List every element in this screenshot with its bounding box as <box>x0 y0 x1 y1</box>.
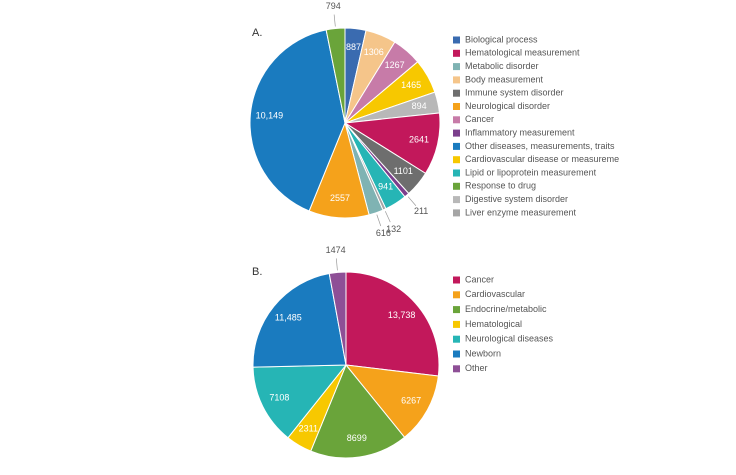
legend-swatch <box>453 335 460 343</box>
legend-swatch <box>453 320 460 328</box>
data-label: 13,738 <box>388 310 416 320</box>
data-label: 11,485 <box>275 312 302 322</box>
legend-label: Hematological <box>465 319 522 329</box>
pie-slice <box>310 364 406 459</box>
legend-swatch <box>453 89 460 97</box>
data-label: 887 <box>346 42 361 52</box>
legend-swatch <box>453 291 460 299</box>
data-label: 2311 <box>299 424 318 434</box>
pie-slice <box>325 27 346 124</box>
leader-line <box>335 258 338 271</box>
legend-label: Hematological measurement <box>465 48 580 58</box>
legend-label: Cancer <box>465 274 494 284</box>
legend-label: Neurological disorder <box>465 101 550 111</box>
legend-swatch <box>453 63 460 71</box>
data-label: 7108 <box>269 392 289 402</box>
legend-label: Immune system disorder <box>465 88 564 98</box>
legend-swatch <box>453 49 460 57</box>
data-label: 1101 <box>394 166 413 176</box>
pie-slice <box>345 271 440 377</box>
data-label: 1474 <box>326 245 346 255</box>
legend-swatch <box>453 129 460 137</box>
legend-label: Other diseases, measurements, traits <box>465 141 615 151</box>
data-label: 10,149 <box>256 110 284 120</box>
legend-label: Cancer <box>465 114 494 124</box>
legend-swatch <box>453 116 460 124</box>
legend-swatch <box>453 209 460 217</box>
chart-title: A. <box>252 27 262 39</box>
legend-label: Neurological diseases <box>465 334 554 344</box>
pie-slice <box>249 29 346 212</box>
data-label: 8699 <box>347 433 367 443</box>
legend-label: Metabolic disorder <box>465 61 539 71</box>
data-label: 894 <box>412 101 427 111</box>
data-label: 1465 <box>401 80 421 90</box>
legend-label: Endocrine/metabolic <box>465 304 547 314</box>
data-label: 1306 <box>364 47 384 57</box>
legend-label: Response to drug <box>465 181 536 191</box>
legend-label: Newborn <box>465 348 501 358</box>
legend-swatch <box>453 36 460 44</box>
pie-slice <box>328 271 347 366</box>
leader-line <box>333 14 336 27</box>
legend-label: Biological process <box>465 34 538 44</box>
leader-line <box>376 214 382 227</box>
legend-swatch <box>453 156 460 164</box>
legend-label: Digestive system disorder <box>465 194 568 204</box>
data-label: 1267 <box>385 60 405 70</box>
data-label: 941 <box>378 182 393 192</box>
legend-label: Other <box>465 363 488 373</box>
data-label: 6267 <box>401 395 421 405</box>
data-label: 616 <box>376 228 391 238</box>
chart-title: B. <box>252 266 262 278</box>
legend-swatch <box>453 76 460 84</box>
legend-swatch <box>453 196 460 204</box>
legend-swatch <box>453 350 460 358</box>
data-label: 2557 <box>330 193 350 203</box>
legend-swatch <box>453 169 460 177</box>
data-label: 211 <box>414 206 428 216</box>
legend-swatch <box>453 142 460 150</box>
legend-swatch <box>453 182 460 190</box>
legend-swatch <box>453 103 460 110</box>
legend-swatch <box>453 276 460 284</box>
legend-label: Liver enzyme measurement <box>465 207 577 217</box>
pie-slice <box>252 272 347 368</box>
pie-slice <box>344 364 439 438</box>
pie-slice <box>252 364 348 439</box>
legend-label: Cardiovascular <box>465 289 525 299</box>
leader-line <box>384 211 391 223</box>
data-label: 2641 <box>409 134 429 144</box>
legend-label: Inflammatory measurement <box>465 127 575 137</box>
data-label: 132 <box>386 224 401 234</box>
leader-line <box>407 196 417 207</box>
legend-label: Lipid or lipoprotein measurement <box>465 167 597 177</box>
legend-swatch <box>453 306 460 314</box>
legend-label: Body measurement <box>465 74 544 84</box>
data-label: 794 <box>326 1 341 11</box>
legend-swatch <box>453 365 460 373</box>
legend-label: Cardiovascular disease or measureme <box>465 154 619 164</box>
